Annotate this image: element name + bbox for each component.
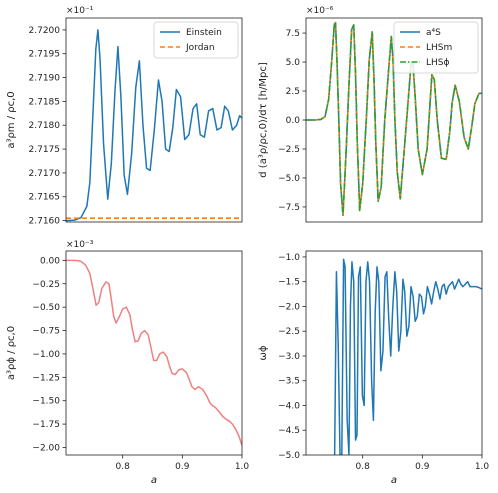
y-tick-label: 2.7190 bbox=[29, 74, 61, 84]
y-tick-label: −0.75 bbox=[32, 327, 60, 337]
y-tick-label: −2.0 bbox=[278, 302, 300, 312]
einstein-jordan-density-panel: ×10⁻¹ 2.71602.71652.71702.71752.71802.71… bbox=[6, 6, 243, 227]
legend-entry-label: a⁴S bbox=[426, 28, 441, 38]
y-tick-label: −4.5 bbox=[278, 426, 300, 436]
y-offset-label: ×10⁻¹ bbox=[66, 6, 94, 16]
y-tick-label: −1.0 bbox=[278, 253, 300, 263]
y-tick-label: 2.7195 bbox=[29, 50, 61, 60]
y-axis-label: ωϕ bbox=[258, 345, 269, 360]
x-axis-label: a bbox=[151, 475, 157, 486]
plot-area bbox=[66, 259, 242, 446]
y-tick-label: 5.0 bbox=[286, 58, 301, 68]
axes-frame bbox=[65, 17, 243, 223]
y-tick-label: −1.50 bbox=[32, 397, 60, 407]
tick-group: −5.0 −4.5 −4.0 −3.5 −3.0 −2.5 −2.0 −1.5 −1.0 0.8 0… bbox=[278, 253, 489, 472]
series-line-1 bbox=[66, 259, 242, 446]
plot-area bbox=[306, 21, 482, 216]
y-tick-label: −1.00 bbox=[32, 350, 60, 360]
plot-area bbox=[66, 29, 242, 222]
x-tick-label: 1.0 bbox=[235, 462, 250, 472]
legend-entry-label: LHSm bbox=[426, 43, 452, 53]
y-tick-label: 2.7170 bbox=[29, 169, 61, 179]
y-tick-label: 0.00 bbox=[40, 256, 60, 266]
y-tick-label: 7.5 bbox=[286, 29, 300, 39]
y-tick-label: 0.0 bbox=[286, 116, 301, 126]
legend-box bbox=[393, 21, 479, 74]
y-tick-label: −4.0 bbox=[278, 401, 300, 411]
axes-frame bbox=[65, 250, 243, 456]
legend: Einstein Jordan bbox=[153, 21, 239, 59]
x-tick-label: 0.8 bbox=[116, 462, 131, 472]
y-tick-label: −5.0 bbox=[278, 451, 300, 461]
series-line-3 bbox=[306, 21, 482, 216]
y-tick-label: −2.5 bbox=[278, 145, 300, 155]
x-axis-label: a bbox=[391, 475, 397, 486]
y-tick-label: 2.5 bbox=[286, 87, 300, 97]
derivative-panel: ×10⁻⁶ −7.5 −5.0 −2.5 0.0 2.5 5.0 7.5 d (a³ρ/ρc… bbox=[258, 6, 483, 223]
x-tick-label: 0.9 bbox=[415, 462, 430, 472]
y-tick-label: 2.7180 bbox=[29, 121, 61, 131]
y-offset-label: ×10⁻³ bbox=[66, 240, 94, 250]
y-axis-label: d (a³ρ/ρc,0)/dτ [h/Mpc] bbox=[258, 62, 269, 178]
series-line-1 bbox=[66, 29, 242, 222]
x-tick-label: 0.9 bbox=[175, 462, 190, 472]
y-tick-label: −2.00 bbox=[32, 444, 60, 454]
tick-group: −7.5 −5.0 −2.5 0.0 2.5 5.0 7.5 bbox=[278, 29, 306, 213]
y-tick-label: 2.7160 bbox=[29, 217, 61, 227]
tick-group: −2.00 −1.75 −1.50 −1.25 −1.00 −0.75 −0.50 −0.25… bbox=[32, 256, 249, 472]
tick-group: 2.7160 2.7165 2.7170 2.7175 2.7180 2.7185 2.71… bbox=[29, 26, 66, 227]
y-tick-label: 2.7165 bbox=[29, 193, 61, 203]
plot-area bbox=[333, 258, 482, 455]
y-tick-label: −5.0 bbox=[278, 174, 300, 184]
legend-entry-label: Einstein bbox=[186, 28, 222, 38]
legend-entry-label: Jordan bbox=[185, 43, 215, 53]
y-tick-label: −2.5 bbox=[278, 327, 300, 337]
y-tick-label: −1.25 bbox=[32, 373, 60, 383]
legend-entry-label: LHSϕ bbox=[426, 58, 449, 68]
y-tick-label: −7.5 bbox=[278, 203, 300, 213]
x-tick-label: 0.8 bbox=[356, 462, 371, 472]
y-tick-label: 2.7185 bbox=[29, 97, 61, 107]
equation-of-state-panel: −5.0 −4.5 −4.0 −3.5 −3.0 −2.5 −2.0 −1.5 −1.0 0.8 0… bbox=[258, 250, 489, 486]
x-tick-label: 1.0 bbox=[475, 462, 490, 472]
y-tick-label: −1.75 bbox=[32, 420, 60, 430]
axes-frame bbox=[305, 17, 483, 223]
y-tick-label: −1.5 bbox=[278, 278, 300, 288]
y-tick-label: −3.0 bbox=[278, 352, 300, 362]
y-tick-label: −0.50 bbox=[32, 303, 60, 313]
y-axis-label: a³ρϕ / ρc,0 bbox=[6, 326, 17, 380]
y-tick-label: 2.7200 bbox=[29, 26, 61, 36]
y-axis-label: a³ρm / ρc,0 bbox=[6, 91, 17, 148]
legend: a⁴S LHSm LHSϕ bbox=[393, 21, 479, 74]
y-tick-label: −3.5 bbox=[278, 377, 300, 387]
y-offset-label: ×10⁻⁶ bbox=[306, 6, 334, 16]
legend-box bbox=[153, 21, 239, 59]
axes-frame bbox=[305, 250, 483, 456]
y-tick-label: 2.7175 bbox=[29, 145, 61, 155]
y-tick-label: −0.25 bbox=[32, 280, 60, 290]
series-line-1 bbox=[333, 258, 482, 455]
scalar-density-panel: ×10⁻³ −2.00 −1.75 −1.50 −1.25 −1.00 −0.75 −0.5… bbox=[6, 240, 249, 486]
